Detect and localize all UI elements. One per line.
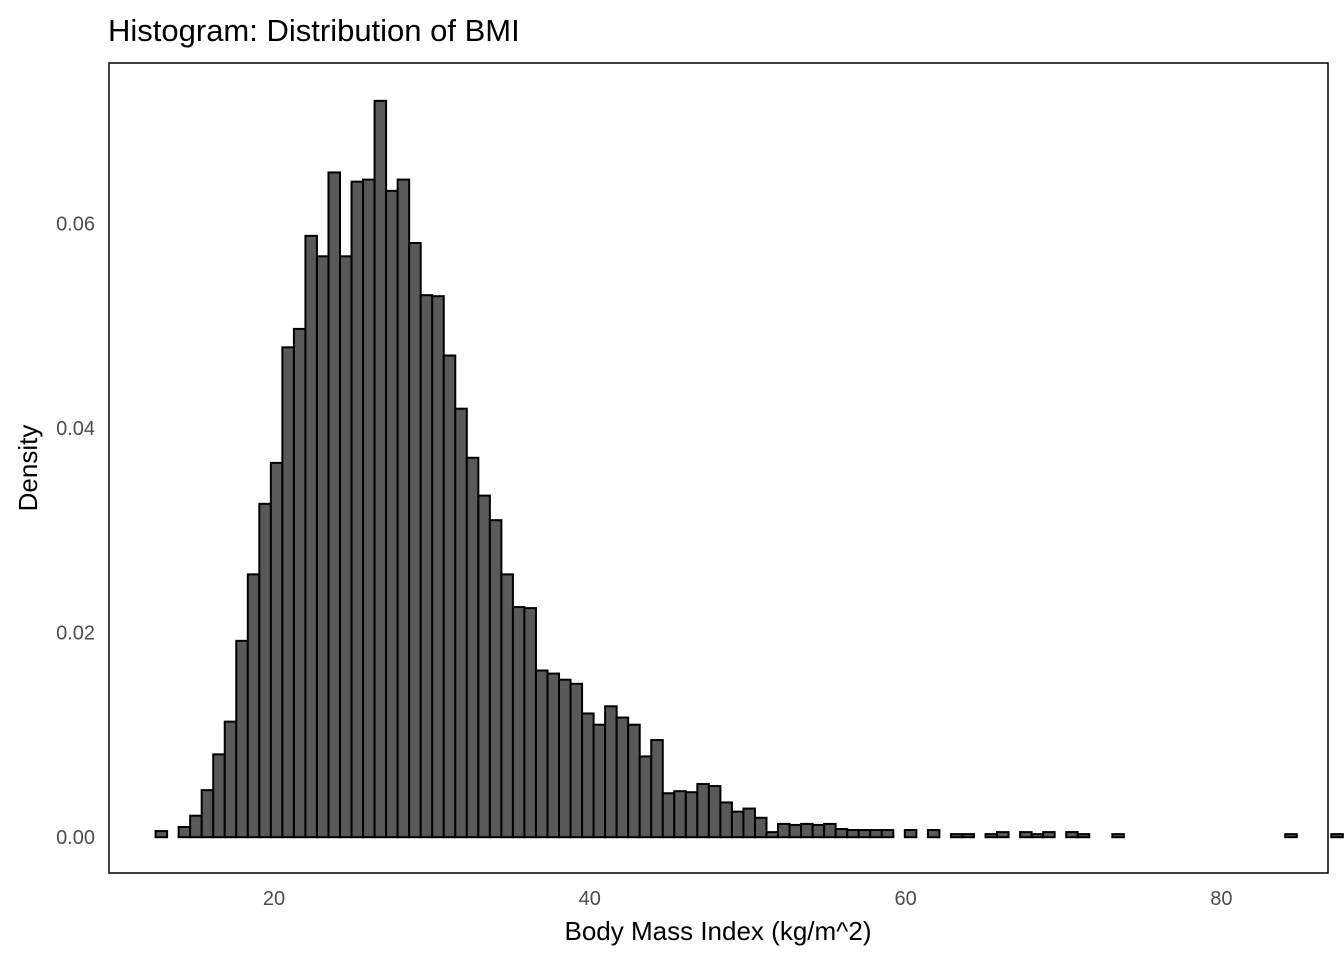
y-axis-ticks: 0.00 0.02 0.04 0.06	[56, 214, 95, 850]
histogram-bar	[996, 831, 1010, 839]
y-tick-label: 0.00	[56, 827, 95, 849]
histogram-bar	[465, 456, 480, 839]
histogram-bar	[1065, 831, 1079, 839]
histogram-bar	[154, 830, 169, 839]
histogram-bar	[661, 792, 676, 839]
histogram-bar	[581, 712, 595, 839]
y-tick-label: 0.02	[56, 623, 95, 645]
histogram-bar	[350, 180, 365, 839]
histogram-bar	[719, 801, 733, 839]
histogram-bar	[419, 294, 434, 839]
histogram-bar	[869, 829, 883, 839]
histogram-bar	[339, 255, 353, 839]
x-tick-label: 20	[263, 888, 285, 910]
histogram-bar	[834, 828, 849, 839]
histogram-bar	[500, 573, 514, 839]
histogram-bar	[811, 823, 826, 839]
histogram-bar	[569, 682, 584, 839]
histogram-bar	[442, 354, 457, 839]
histogram-bar	[949, 833, 964, 839]
x-tick-label: 80	[1210, 888, 1232, 910]
plot-panel-border	[108, 62, 1329, 874]
x-axis-ticks: 20 40 60 80	[263, 888, 1233, 910]
histogram-bar	[592, 723, 607, 839]
histogram-bar	[212, 753, 226, 839]
histogram-bar	[961, 833, 975, 839]
x-tick-label: 40	[579, 888, 601, 910]
histogram-bar	[304, 234, 318, 839]
histogram-bar	[1330, 833, 1344, 839]
histogram-bar	[650, 739, 664, 839]
histogram-bar	[200, 789, 215, 839]
histogram-bar	[1042, 831, 1056, 839]
histogram-bar	[327, 171, 342, 839]
histogram-bar	[373, 99, 388, 839]
histogram-bar	[1030, 833, 1045, 839]
histogram-bar	[777, 822, 791, 839]
x-axis-label: Body Mass Index (kg/m^2)	[565, 916, 872, 946]
histogram-bar	[788, 823, 803, 839]
histogram-bar	[223, 720, 238, 839]
histogram-bar	[258, 502, 272, 839]
histogram-bar	[315, 255, 330, 839]
histogram-bar	[477, 494, 491, 839]
histogram-bar	[730, 810, 745, 839]
histogram-bar	[742, 807, 756, 839]
histogram-bar	[765, 831, 780, 839]
histogram-bar	[177, 825, 192, 839]
histogram-bar	[488, 519, 503, 839]
histogram-bar	[1076, 833, 1091, 839]
histogram-bar	[615, 716, 630, 839]
histogram-bar	[546, 672, 561, 839]
histogram-bar	[281, 346, 295, 839]
histogram-bar	[523, 607, 537, 839]
histogram-bar	[684, 791, 699, 839]
histogram-bar	[269, 461, 284, 839]
histogram-bar	[638, 755, 653, 839]
histogram-bar	[189, 814, 203, 839]
histogram-bar	[1019, 831, 1033, 839]
histogram-bar	[707, 785, 722, 839]
histogram-bar	[558, 678, 572, 839]
histogram-bar	[753, 816, 768, 839]
histogram-bar	[627, 723, 641, 839]
histogram-bar	[903, 829, 918, 839]
histogram-bar	[431, 295, 445, 839]
histogram-bar	[1284, 833, 1298, 839]
histogram-bar	[926, 829, 941, 839]
bars-layer	[154, 99, 1344, 839]
histogram-bar	[696, 783, 710, 839]
y-tick-label: 0.06	[56, 214, 95, 236]
x-tick-label: 60	[894, 888, 916, 910]
histogram-bar	[235, 639, 249, 839]
histogram-bar	[846, 829, 860, 839]
histogram-bar	[534, 669, 549, 839]
histogram-bar	[1111, 833, 1125, 839]
histogram-bar	[857, 829, 872, 839]
histogram-bar	[292, 327, 307, 839]
chart-title: Histogram: Distribution of BMI	[108, 13, 520, 48]
histogram-bar	[454, 407, 468, 839]
histogram-bar	[408, 242, 422, 839]
y-axis-label: Density	[13, 425, 43, 512]
histogram-bar	[511, 606, 526, 839]
histogram-bar	[385, 189, 399, 839]
histogram-bar	[246, 573, 261, 839]
histogram-bar	[396, 178, 411, 839]
histogram-bar	[673, 790, 687, 839]
histogram-bar	[604, 705, 618, 839]
histogram-bar	[823, 822, 837, 839]
histogram-bar	[800, 822, 814, 839]
histogram-bar	[984, 833, 999, 839]
histogram-bar	[362, 178, 376, 839]
histogram-bar	[880, 829, 895, 839]
y-tick-label: 0.04	[56, 418, 95, 440]
